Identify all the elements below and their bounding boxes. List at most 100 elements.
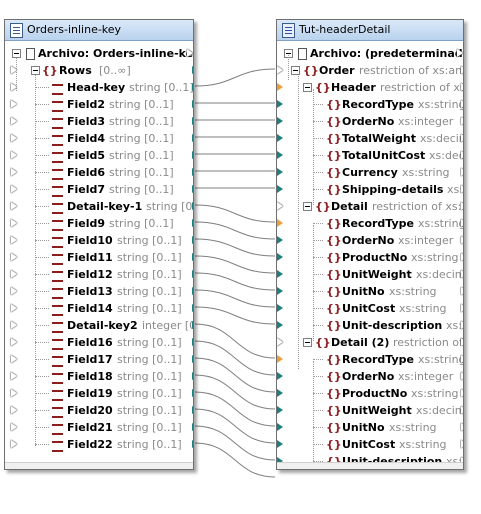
input-port[interactable] <box>277 151 283 159</box>
output-port[interactable] <box>192 236 193 244</box>
output-port[interactable] <box>192 270 193 278</box>
output-port[interactable] <box>461 423 463 431</box>
target-element-row[interactable]: {} UnitCost xs:string <box>277 436 463 453</box>
source-horizontal-scrollbar[interactable] <box>5 462 193 469</box>
source-field-row[interactable]: Field9 string [0..1] <box>5 215 193 232</box>
mapping-connector[interactable] <box>194 68 276 87</box>
input-port[interactable] <box>11 287 17 295</box>
input-port[interactable] <box>277 253 283 261</box>
mapping-connector[interactable] <box>194 289 276 308</box>
input-port[interactable] <box>277 185 283 193</box>
source-file-row[interactable]: Archivo: Orders-inline-key <box>5 45 193 62</box>
source-component[interactable]: Orders-inline-key Archivo: Orders-inline… <box>4 19 194 470</box>
mapping-connector[interactable] <box>194 408 276 444</box>
target-element-row[interactable]: {} UnitNo xs:string <box>277 419 463 436</box>
output-port[interactable] <box>461 202 463 210</box>
collapse-toggle[interactable] <box>303 338 312 347</box>
output-port[interactable] <box>461 185 463 193</box>
output-port[interactable] <box>192 440 193 448</box>
target-group-row[interactable]: {}Detail (2)restriction of x <box>277 334 463 351</box>
source-field-row[interactable]: Field10 string [0..1] <box>5 232 193 249</box>
input-port[interactable] <box>11 83 17 91</box>
input-port[interactable] <box>277 100 283 108</box>
input-port[interactable] <box>11 406 17 414</box>
source-field-row[interactable]: Field5 string [0..1] <box>5 147 193 164</box>
mapping-connector[interactable] <box>194 221 276 240</box>
output-port[interactable] <box>461 304 463 312</box>
source-field-row[interactable]: Field12 string [0..1] <box>5 266 193 283</box>
target-element-row[interactable]: {}TotalWeight xs:decimal <box>277 130 463 147</box>
mapping-connector[interactable] <box>194 323 276 359</box>
target-element-row[interactable]: {} OrderNo xs:integer <box>277 113 463 130</box>
mapping-connector[interactable] <box>194 357 276 393</box>
output-port[interactable] <box>192 100 193 108</box>
output-port[interactable] <box>461 151 463 159</box>
input-port[interactable] <box>277 457 283 465</box>
mapping-connector[interactable] <box>194 255 276 274</box>
input-port[interactable] <box>11 423 17 431</box>
output-port[interactable] <box>461 219 463 227</box>
input-port[interactable] <box>11 66 17 74</box>
output-port[interactable] <box>192 389 193 397</box>
source-field-row[interactable]: Field6 string [0..1] <box>5 164 193 181</box>
output-port[interactable] <box>192 321 193 329</box>
output-port[interactable] <box>457 49 463 57</box>
output-port[interactable] <box>192 66 193 74</box>
output-port[interactable] <box>461 389 463 397</box>
output-port[interactable] <box>192 372 193 380</box>
input-port[interactable] <box>277 270 283 278</box>
output-port[interactable] <box>192 83 193 91</box>
target-group-row[interactable]: {}Order restriction of xs:anyT <box>277 62 463 79</box>
output-port[interactable] <box>461 338 463 346</box>
collapse-toggle[interactable] <box>303 83 312 92</box>
output-port[interactable] <box>461 372 463 380</box>
target-element-row[interactable]: {}UnitWeight xs:decima <box>277 266 463 283</box>
input-port[interactable] <box>277 168 283 176</box>
mapping-connector[interactable] <box>194 374 276 410</box>
input-port[interactable] <box>11 219 17 227</box>
source-field-row[interactable]: Detail-key2 integer [0..1] <box>5 317 193 334</box>
output-port[interactable] <box>192 168 193 176</box>
input-port[interactable] <box>11 440 17 448</box>
source-field-row[interactable]: Field2 string [0..1] <box>5 96 193 113</box>
target-component[interactable]: Tut-headerDetail Archivo: (predeterminad… <box>276 19 464 470</box>
output-port[interactable] <box>192 151 193 159</box>
source-field-row[interactable]: Field22 string [0..1] <box>5 436 193 453</box>
target-component-header[interactable]: Tut-headerDetail <box>277 20 463 41</box>
output-port[interactable] <box>461 253 463 261</box>
target-element-row[interactable]: {} UnitNo xs:string <box>277 283 463 300</box>
source-field-row[interactable]: Field11 string [0..1] <box>5 249 193 266</box>
input-port[interactable] <box>11 321 17 329</box>
collapse-toggle[interactable] <box>12 49 21 58</box>
output-port[interactable] <box>192 304 193 312</box>
input-port[interactable] <box>11 338 17 346</box>
input-port[interactable] <box>277 389 283 397</box>
source-field-row[interactable]: Field3 string [0..1] <box>5 113 193 130</box>
output-port[interactable] <box>461 355 463 363</box>
output-port[interactable] <box>461 83 463 91</box>
input-port[interactable] <box>277 287 283 295</box>
source-field-row[interactable]: Field16 string [0..1] <box>5 334 193 351</box>
source-component-header[interactable]: Orders-inline-key <box>5 20 193 41</box>
input-port[interactable] <box>11 270 17 278</box>
output-port[interactable] <box>192 338 193 346</box>
input-port[interactable] <box>277 202 283 210</box>
input-port[interactable] <box>277 304 283 312</box>
mapping-connector[interactable] <box>194 238 276 257</box>
source-field-row[interactable]: Field20 string [0..1] <box>5 402 193 419</box>
input-port[interactable] <box>11 389 17 397</box>
output-port[interactable] <box>192 355 193 363</box>
target-element-row[interactable]: {}UnitWeight xs:decima <box>277 402 463 419</box>
input-port[interactable] <box>277 423 283 431</box>
target-group-row[interactable]: {}Header restriction of xs:a <box>277 79 463 96</box>
input-port[interactable] <box>11 253 17 261</box>
target-element-row[interactable]: {} OrderNo xs:integer <box>277 232 463 249</box>
input-port[interactable] <box>277 134 283 142</box>
target-horizontal-scrollbar[interactable] <box>277 462 463 469</box>
collapse-toggle[interactable] <box>291 66 300 75</box>
input-port[interactable] <box>11 117 17 125</box>
target-element-row[interactable]: {} ProductNo xs:string <box>277 385 463 402</box>
